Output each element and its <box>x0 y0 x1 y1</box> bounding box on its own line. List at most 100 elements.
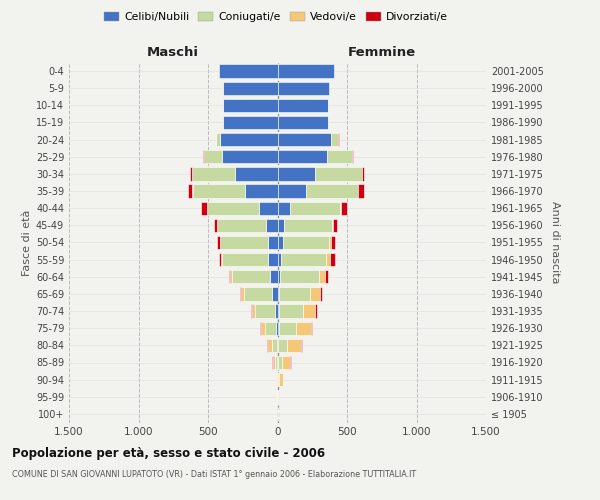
Text: Popolazione per età, sesso e stato civile - 2006: Popolazione per età, sesso e stato civil… <box>12 448 325 460</box>
Bar <box>267 338 268 352</box>
Bar <box>273 356 275 369</box>
Bar <box>277 218 284 232</box>
Bar <box>221 253 223 266</box>
Bar <box>277 150 327 164</box>
Bar <box>223 82 277 95</box>
Bar <box>268 253 277 266</box>
Bar <box>259 202 277 215</box>
Bar <box>270 270 277 283</box>
Bar <box>255 304 275 318</box>
Bar <box>240 287 241 300</box>
Bar <box>334 218 337 232</box>
Bar <box>283 236 329 249</box>
Bar <box>276 373 277 386</box>
Bar <box>275 356 277 369</box>
Bar <box>277 338 278 352</box>
Bar <box>219 253 221 266</box>
Bar <box>277 133 331 146</box>
Text: Maschi: Maschi <box>147 46 199 59</box>
Bar <box>217 218 266 232</box>
Text: Femmine: Femmine <box>347 46 416 59</box>
Bar <box>245 184 277 198</box>
Bar <box>208 202 259 215</box>
Bar <box>277 82 329 95</box>
Bar <box>281 253 326 266</box>
Bar <box>290 356 291 369</box>
Bar <box>310 287 320 300</box>
Bar <box>352 150 353 164</box>
Y-axis label: Anni di nascita: Anni di nascita <box>550 201 560 284</box>
Bar <box>326 253 330 266</box>
Bar <box>217 133 220 146</box>
Bar <box>280 287 310 300</box>
Bar <box>316 304 317 318</box>
Bar <box>223 98 277 112</box>
Bar <box>277 167 315 180</box>
Bar <box>329 236 331 249</box>
Bar <box>290 202 340 215</box>
Bar <box>192 167 235 180</box>
Bar <box>325 270 328 283</box>
Bar <box>268 236 277 249</box>
Bar <box>201 202 207 215</box>
Bar <box>193 184 245 198</box>
Bar <box>277 116 328 129</box>
Bar <box>280 270 319 283</box>
Legend: Celibi/Nubili, Coniugati/e, Vedovi/e, Divorziati/e: Celibi/Nubili, Coniugati/e, Vedovi/e, Di… <box>100 8 452 26</box>
Bar <box>331 133 338 146</box>
Text: COMUNE DI SAN GIOVANNI LUPATOTO (VR) - Dati ISTAT 1° gennaio 2006 - Elaborazione: COMUNE DI SAN GIOVANNI LUPATOTO (VR) - D… <box>12 470 416 479</box>
Bar <box>275 304 277 318</box>
Bar <box>272 287 277 300</box>
Bar <box>190 167 192 180</box>
Bar <box>278 356 282 369</box>
Bar <box>319 270 325 283</box>
Bar <box>331 236 335 249</box>
Bar <box>230 270 232 283</box>
Bar <box>328 116 329 129</box>
Bar <box>303 304 316 318</box>
Bar <box>220 236 268 249</box>
Bar <box>251 304 252 318</box>
Bar <box>305 184 358 198</box>
Bar <box>188 184 193 198</box>
Bar <box>277 304 279 318</box>
Bar <box>277 287 280 300</box>
Bar <box>284 218 332 232</box>
Bar <box>266 218 277 232</box>
Bar <box>278 322 296 335</box>
Bar <box>217 236 220 249</box>
Bar <box>235 167 277 180</box>
Bar <box>204 150 222 164</box>
Bar <box>340 202 341 215</box>
Bar <box>277 253 281 266</box>
Bar <box>222 150 277 164</box>
Bar <box>277 322 278 335</box>
Bar <box>277 202 290 215</box>
Bar <box>265 322 277 335</box>
Bar <box>332 218 334 232</box>
Bar <box>296 322 311 335</box>
Bar <box>214 218 217 232</box>
Bar <box>327 150 352 164</box>
Bar <box>244 287 272 300</box>
Bar <box>341 202 347 215</box>
Bar <box>278 338 287 352</box>
Bar <box>241 287 244 300</box>
Bar <box>277 270 280 283</box>
Bar <box>362 167 364 180</box>
Bar <box>301 338 302 352</box>
Bar <box>252 304 255 318</box>
Bar <box>280 373 283 386</box>
Bar <box>277 184 305 198</box>
Bar <box>223 116 277 129</box>
Bar <box>287 338 301 352</box>
Bar <box>282 356 290 369</box>
Bar <box>311 322 312 335</box>
Bar <box>223 253 268 266</box>
Bar <box>229 270 230 283</box>
Bar <box>320 287 322 300</box>
Bar <box>219 64 277 78</box>
Bar <box>260 322 261 335</box>
Y-axis label: Fasce di età: Fasce di età <box>22 210 32 276</box>
Bar <box>315 167 362 180</box>
